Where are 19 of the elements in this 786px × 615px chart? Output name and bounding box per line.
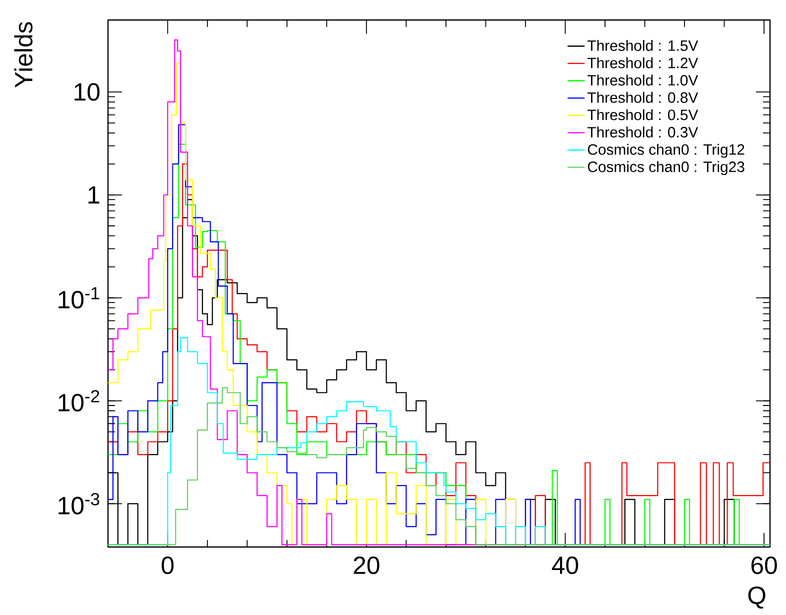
x-tick-label: 0	[162, 556, 174, 574]
y-tick-label: 10$^{-2}$	[58, 390, 100, 412]
x-tick-label: 40	[552, 556, 578, 574]
y-tick-label: 10$^{-1}$	[58, 287, 100, 308]
legend-label: Threshold : 1.5V	[588, 40, 698, 51]
x-tick-label: 20	[354, 556, 380, 574]
x-axis-title: Q	[748, 586, 766, 609]
legend-label: Cosmics chan0 : Trig12	[588, 144, 744, 158]
legend-label: Threshold : 1.2V	[588, 57, 698, 68]
x-tick-label: 60	[751, 556, 777, 574]
legend-label: Cosmics chan0 : Trig23	[588, 161, 744, 176]
legend-label: Threshold : 1.0V	[588, 74, 698, 86]
y-axis-title: Yields	[14, 22, 33, 88]
legend-label: Threshold : 0.5V	[588, 109, 698, 120]
y-tick-label: 1	[88, 186, 100, 204]
legend-label: Threshold : 0.8V	[588, 92, 698, 103]
y-tick-label: 10	[74, 83, 100, 101]
legend-label: Threshold : 0.3V	[588, 126, 698, 138]
y-tick-label: 10$^{-3}$	[58, 493, 100, 514]
